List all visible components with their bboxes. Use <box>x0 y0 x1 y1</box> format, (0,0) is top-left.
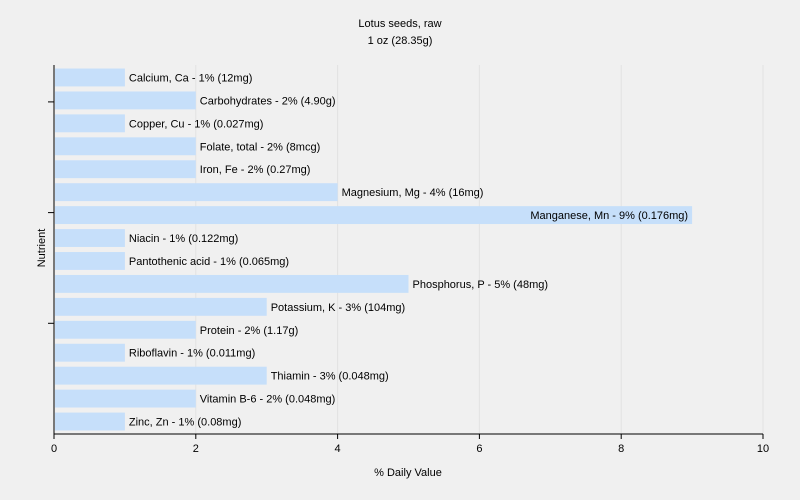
x-axis-label: % Daily Value <box>374 467 442 479</box>
bar-label: Riboflavin - 1% (0.011mg) <box>129 348 255 360</box>
bars <box>55 68 693 431</box>
x-tick-label: 6 <box>476 443 482 455</box>
bar <box>55 91 196 110</box>
bar-label: Protein - 2% (1.17g) <box>200 325 298 337</box>
bar-label: Vitamin B-6 - 2% (0.048mg) <box>200 394 336 406</box>
bar <box>55 206 693 225</box>
bar <box>55 229 125 247</box>
bar <box>55 114 125 133</box>
bar <box>55 389 196 408</box>
bar <box>55 274 409 293</box>
y-axis-label: Nutrient <box>36 229 48 268</box>
bar <box>55 366 267 385</box>
bar-label: Copper, Cu - 1% (0.027mg) <box>129 118 264 130</box>
bar-label: Thiamin - 3% (0.048mg) <box>271 371 389 383</box>
bar <box>55 412 125 431</box>
x-tick-label: 4 <box>335 443 341 455</box>
bar-label: Carbohydrates - 2% (4.90g) <box>200 95 336 107</box>
bar-label: Pantothenic acid - 1% (0.065mg) <box>129 256 289 268</box>
chart-title: Lotus seeds, raw <box>358 18 441 30</box>
axes: 0 2 4 6 8 10 <box>48 65 769 455</box>
bar-labels: Calcium, Ca - 1% (12mg) Carbohydrates - 2… <box>129 72 688 428</box>
bar <box>55 252 125 270</box>
bar <box>55 68 125 87</box>
bar <box>55 183 338 202</box>
chart-subtitle: 1 oz (28.35g) <box>368 35 433 47</box>
bar <box>55 343 125 362</box>
bar-label: Phosphorus, P - 5% (48mg) <box>413 279 549 291</box>
bar-label: Manganese, Mn - 9% (0.176mg) <box>530 210 688 222</box>
bar <box>55 320 196 339</box>
bar <box>55 297 267 316</box>
bar-label: Iron, Fe - 2% (0.27mg) <box>200 164 311 176</box>
x-tick-label: 2 <box>193 443 199 455</box>
bar-label: Magnesium, Mg - 4% (16mg) <box>342 187 484 199</box>
bar <box>55 160 196 179</box>
x-tick-label: 0 <box>51 443 57 455</box>
bar-label: Niacin - 1% (0.122mg) <box>129 233 238 245</box>
bar-label: Calcium, Ca - 1% (12mg) <box>129 72 252 84</box>
bar-label: Potassium, K - 3% (104mg) <box>271 302 406 314</box>
bar <box>55 137 196 156</box>
x-tick-label: 10 <box>757 443 769 455</box>
bar-label: Zinc, Zn - 1% (0.08mg) <box>129 417 241 429</box>
bar-label: Folate, total - 2% (8mcg) <box>200 141 320 153</box>
x-tick-label: 8 <box>618 443 624 455</box>
